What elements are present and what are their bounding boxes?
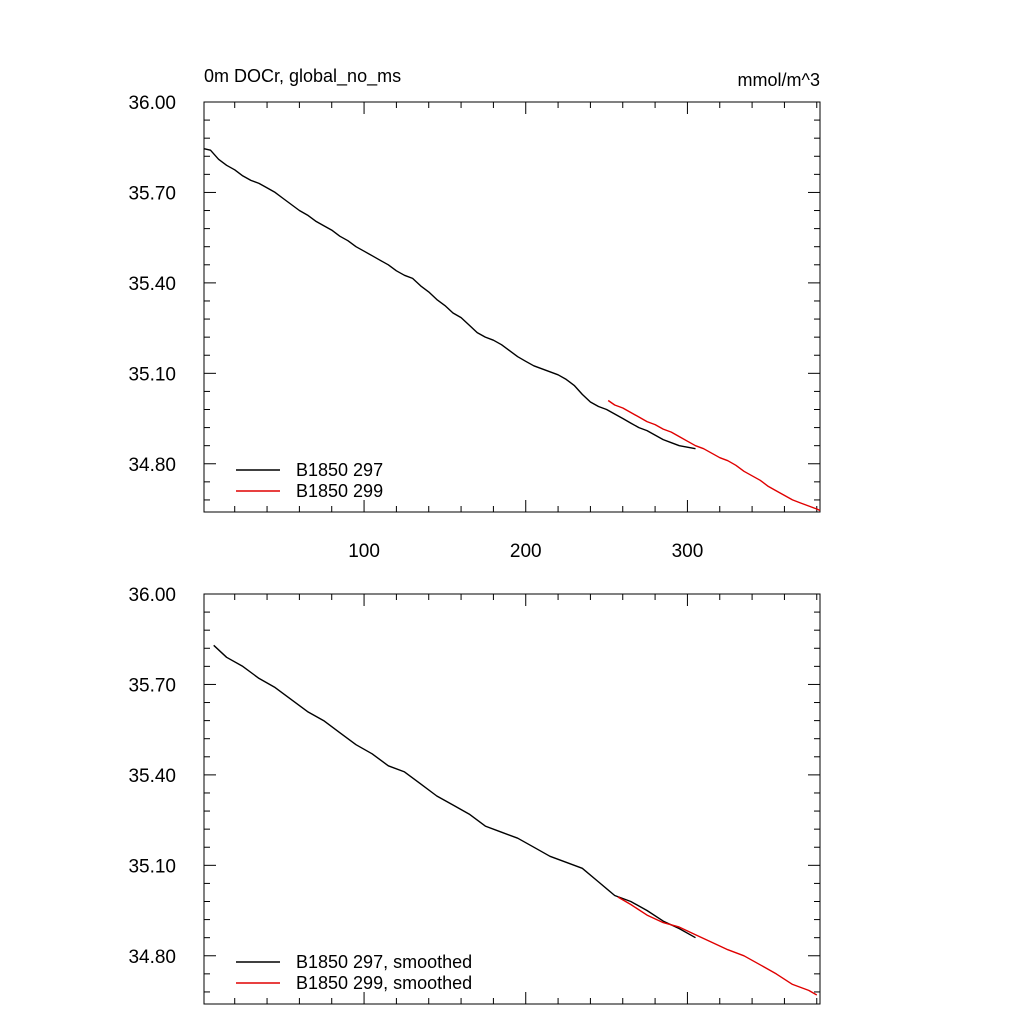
bottom-panel: 34.80 35.10 35.40 35.70 36.00 B1850 297, smoo… — [128, 585, 821, 1005]
x-tick-label: 100 — [348, 541, 380, 562]
series-line-1 — [213, 644, 696, 939]
legend-label: B1850 299, smoothed — [296, 973, 472, 993]
plot-frame — [203, 593, 821, 1005]
top-panel: 100 200 300 34.80 35.10 35.40 35.70 36.00 B1850 … — [128, 93, 821, 562]
y-tick-label: 36.00 — [128, 585, 176, 606]
y-tick-label: 34.80 — [128, 455, 176, 476]
top-panel-units: mmol/m^3 — [738, 70, 820, 90]
y-tick-label: 35.10 — [128, 856, 176, 877]
y-tick-label: 35.70 — [128, 675, 176, 696]
series-line-1 — [203, 148, 696, 450]
y-tick-label: 35.40 — [128, 274, 176, 295]
y-tick-label: 35.10 — [128, 364, 176, 385]
y-tick-label: 36.00 — [128, 93, 176, 114]
top-panel-title: 0m DOCr, global_no_ms — [204, 66, 401, 87]
series-line-2 — [617, 896, 818, 996]
plot-frame — [203, 101, 821, 513]
series-line-2 — [607, 399, 821, 512]
y-tick-label: 35.40 — [128, 766, 176, 787]
legend-label: B1850 297 — [296, 460, 383, 480]
x-tick-label: 300 — [672, 541, 704, 562]
legend-label: B1850 297, smoothed — [296, 952, 472, 972]
y-tick-label: 34.80 — [128, 947, 176, 968]
y-tick-label: 35.70 — [128, 183, 176, 204]
legend-label: B1850 299 — [296, 481, 383, 501]
x-tick-label: 200 — [510, 541, 542, 562]
